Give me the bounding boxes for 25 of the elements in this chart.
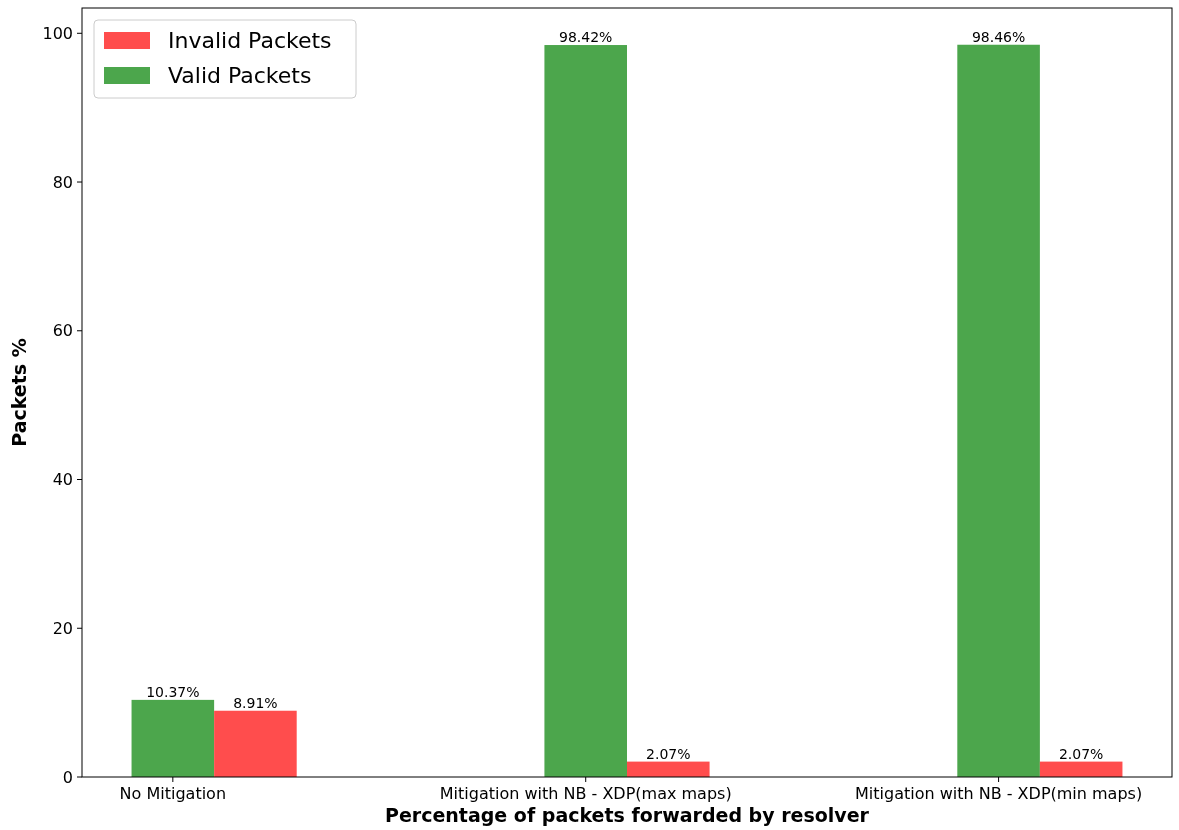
data-label: 98.42% [559,29,613,46]
y-tick-label: 60 [52,321,73,341]
y-tick-label: 80 [52,172,73,192]
data-label: 2.07% [1058,745,1104,762]
bar [214,710,297,777]
legend-label: Invalid Packets [168,27,332,53]
bar [627,761,710,777]
y-axis-title: Packets % [8,338,30,447]
y-tick-label: 0 [62,767,73,787]
legend-label: Valid Packets [168,62,312,88]
bar [1039,761,1123,777]
data-label: 2.07% [646,745,691,762]
bar [957,44,1040,777]
x-tick-label: Mitigation with NB - XDP(max maps) [439,784,732,803]
data-label: 98.46% [971,28,1026,45]
y-tick-label: 40 [52,470,73,490]
x-axis-title: Percentage of packets forwarded by resolver [384,804,870,826]
data-label: 8.91% [233,694,278,711]
data-label: 10.37% [146,683,200,700]
y-tick-label: 20 [52,618,73,638]
x-tick-label: Mitigation with NB - XDP(min maps) [855,784,1143,803]
x-tick-label: No Mitigation [119,784,227,803]
bar [544,45,627,777]
y-tick-label: 100 [42,23,73,43]
bar [131,699,215,777]
